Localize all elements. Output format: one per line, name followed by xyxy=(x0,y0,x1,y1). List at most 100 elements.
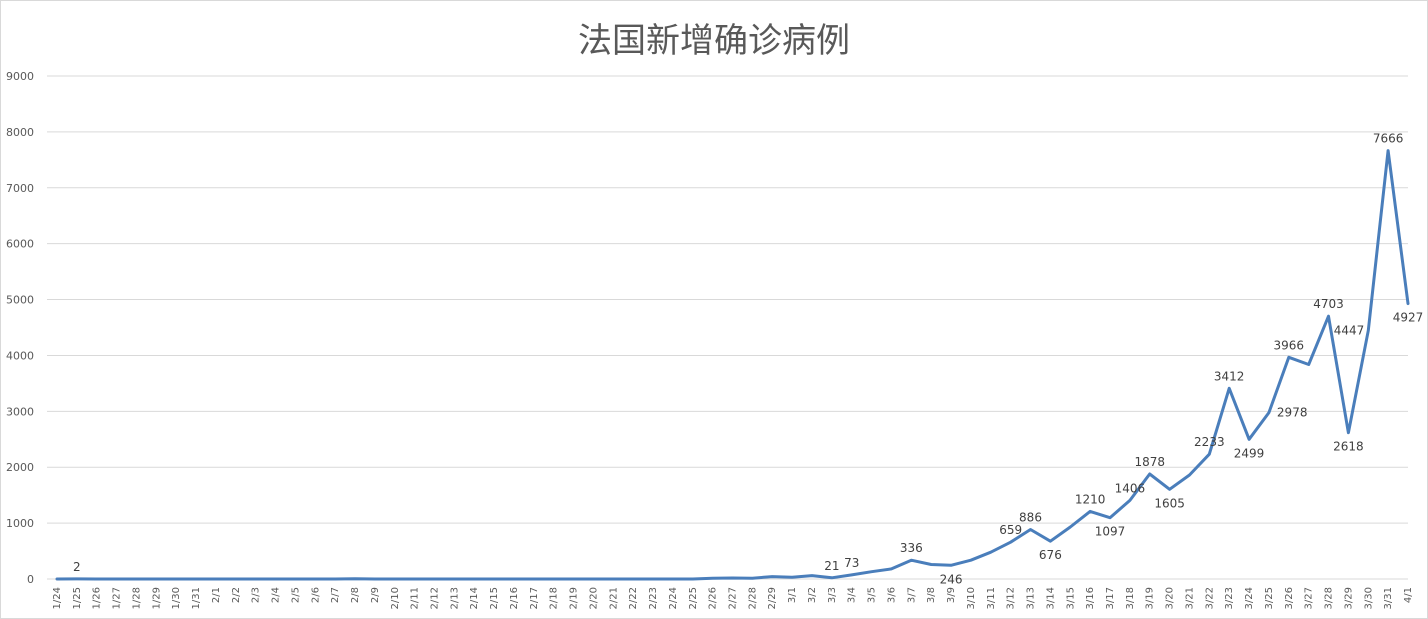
data-point xyxy=(1288,356,1290,358)
data-label: 1210 xyxy=(1075,492,1106,506)
data-label: 21 xyxy=(824,559,839,573)
x-tick-label: 3/17 xyxy=(1105,587,1116,609)
x-tick-label: 3/9 xyxy=(946,587,957,603)
data-label: 659 xyxy=(999,523,1022,537)
data-label: 886 xyxy=(1019,510,1042,524)
y-tick-label: 6000 xyxy=(6,238,34,251)
data-point xyxy=(572,578,574,580)
data-point xyxy=(1089,510,1091,512)
x-tick-label: 3/5 xyxy=(867,587,878,603)
data-point xyxy=(1109,516,1111,518)
x-tick-label: 3/24 xyxy=(1244,587,1255,609)
x-tick-label: 1/28 xyxy=(131,587,142,609)
x-tick-label: 1/26 xyxy=(92,587,103,609)
data-point xyxy=(1367,329,1369,331)
data-point xyxy=(374,578,376,580)
data-point xyxy=(1009,541,1011,543)
data-point xyxy=(791,576,793,578)
y-tick-label: 3000 xyxy=(6,405,34,418)
data-point xyxy=(274,578,276,580)
data-label: 2978 xyxy=(1277,406,1308,420)
x-axis-ticks: 1/24 1/25 1/26 1/27 1/28 1/29 1/30 1/31 2/1 2/2 2/… xyxy=(52,587,1414,609)
x-tick-label: 2/15 xyxy=(489,587,500,609)
x-tick-label: 3/1 xyxy=(787,587,798,603)
x-tick-label: 3/19 xyxy=(1145,587,1156,609)
x-tick-label: 3/23 xyxy=(1224,587,1235,609)
x-tick-label: 2/20 xyxy=(588,587,599,609)
x-tick-label: 3/28 xyxy=(1324,587,1335,609)
y-tick-label: 1000 xyxy=(6,517,34,530)
data-point xyxy=(831,577,833,579)
x-tick-label: 2/18 xyxy=(549,587,560,609)
x-tick-label: 3/18 xyxy=(1125,587,1136,609)
data-point xyxy=(314,578,316,580)
data-label: 2 xyxy=(73,560,81,574)
x-tick-label: 1/29 xyxy=(151,587,162,609)
data-point xyxy=(632,578,634,580)
x-tick-label: 2/13 xyxy=(449,587,460,609)
x-tick-label: 2/27 xyxy=(728,587,739,609)
data-point xyxy=(950,564,952,566)
data-point xyxy=(731,577,733,579)
x-tick-label: 3/15 xyxy=(1065,587,1076,609)
x-tick-label: 2/21 xyxy=(608,587,619,609)
data-point xyxy=(612,578,614,580)
data-point xyxy=(910,559,912,561)
data-point xyxy=(1248,438,1250,440)
data-point xyxy=(771,575,773,577)
x-tick-label: 1/31 xyxy=(191,587,202,609)
x-tick-label: 3/11 xyxy=(986,587,997,609)
y-tick-label: 7000 xyxy=(6,182,34,195)
x-tick-label: 3/14 xyxy=(1045,587,1056,609)
y-tick-label: 4000 xyxy=(6,349,34,362)
data-label: 3412 xyxy=(1214,369,1245,383)
data-point xyxy=(1387,149,1389,151)
data-point xyxy=(96,578,98,580)
data-point xyxy=(294,578,296,580)
data-point xyxy=(672,578,674,580)
data-point xyxy=(115,578,117,580)
data-label: 4927 xyxy=(1393,311,1424,325)
data-point xyxy=(692,578,694,580)
x-tick-label: 2/16 xyxy=(509,587,520,609)
series-line xyxy=(55,149,1410,581)
data-label: 2499 xyxy=(1234,446,1265,460)
x-tick-label: 2/28 xyxy=(747,587,758,609)
data-point xyxy=(592,578,594,580)
x-tick-label: 2/25 xyxy=(688,587,699,609)
data-point xyxy=(56,578,58,580)
data-label: 676 xyxy=(1039,548,1062,562)
x-tick-label: 2/3 xyxy=(251,587,262,603)
y-tick-label: 9000 xyxy=(6,70,34,83)
x-tick-label: 2/7 xyxy=(330,587,341,603)
x-tick-label: 3/26 xyxy=(1284,587,1295,609)
data-point xyxy=(1168,488,1170,490)
data-point xyxy=(652,578,654,580)
data-point xyxy=(493,578,495,580)
x-tick-label: 2/26 xyxy=(708,587,719,609)
data-label: 4447 xyxy=(1334,323,1365,337)
data-label: 4703 xyxy=(1313,297,1344,311)
data-point xyxy=(175,578,177,580)
x-tick-label: 2/10 xyxy=(390,587,401,609)
x-tick-label: 2/4 xyxy=(271,587,282,603)
data-label: 2233 xyxy=(1194,435,1225,449)
data-label: 3966 xyxy=(1274,338,1305,352)
x-tick-label: 2/8 xyxy=(350,587,361,603)
data-point xyxy=(533,578,535,580)
x-tick-label: 3/27 xyxy=(1304,587,1315,609)
data-point xyxy=(552,578,554,580)
data-point xyxy=(970,559,972,561)
x-tick-label: 2/5 xyxy=(290,587,301,603)
x-tick-label: 3/22 xyxy=(1204,587,1215,609)
y-tick-label: 8000 xyxy=(6,126,34,139)
data-point xyxy=(1188,474,1190,476)
data-point xyxy=(930,563,932,565)
series-line-group xyxy=(55,149,1410,581)
data-point xyxy=(473,578,475,580)
x-tick-label: 2/2 xyxy=(231,587,242,603)
data-point xyxy=(1069,526,1071,528)
x-tick-label: 3/16 xyxy=(1085,587,1096,609)
x-tick-label: 2/12 xyxy=(429,587,440,609)
